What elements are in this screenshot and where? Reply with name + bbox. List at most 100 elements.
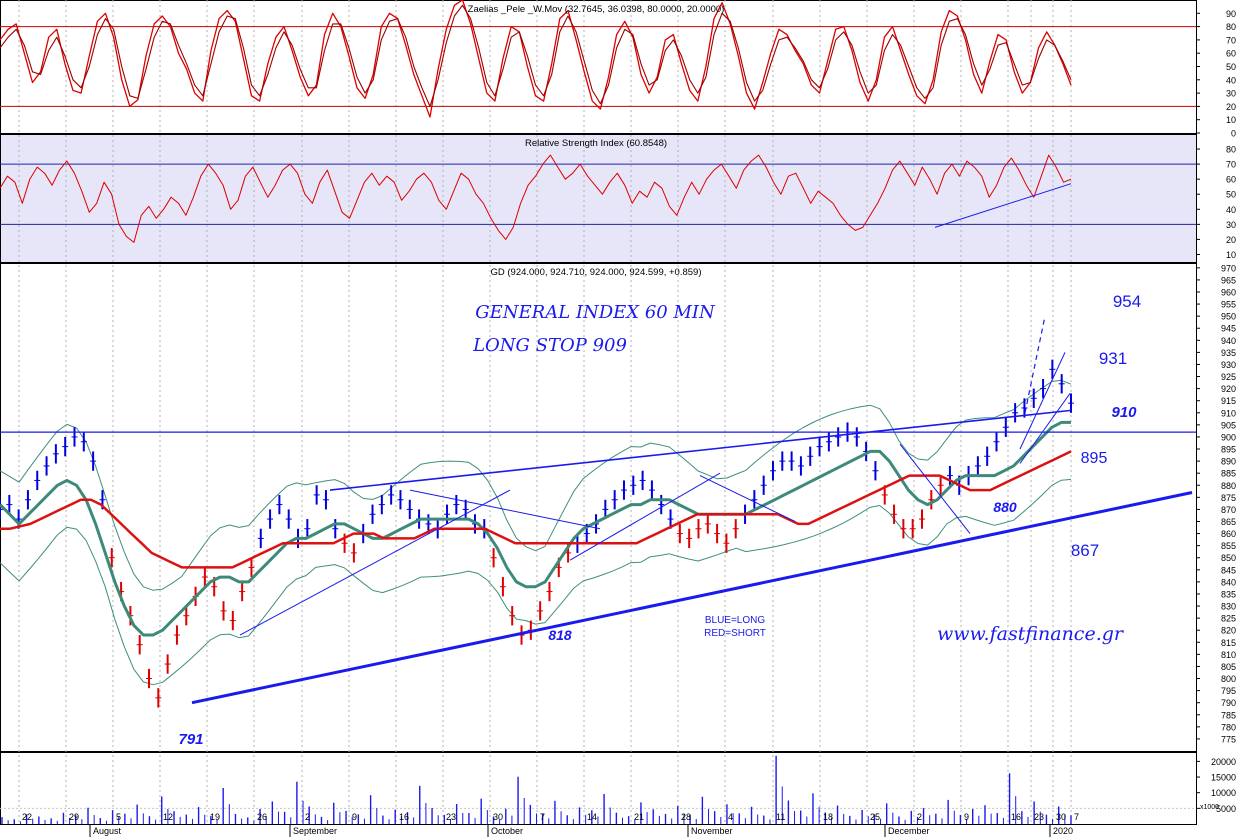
x-day-label: 4: [728, 812, 733, 822]
y-tick-label: 800: [1221, 674, 1236, 684]
x-month-label: September: [293, 826, 337, 836]
y-tick-label: 845: [1221, 565, 1236, 575]
y-tick-label: 50: [1226, 62, 1236, 72]
y-tick-label: 10: [1226, 115, 1236, 125]
x-day-label: 22: [22, 812, 32, 822]
y-tick-label: 965: [1221, 275, 1236, 285]
y-tick-label: 865: [1221, 517, 1236, 527]
y-tick-label: 60: [1226, 175, 1236, 185]
x-month-label: 2020: [1053, 826, 1073, 836]
x-day-label: 26: [257, 812, 267, 822]
y-tick-label: 930: [1221, 360, 1236, 370]
y-tick-label: 775: [1221, 734, 1236, 744]
stochastic-k-line: [0, 0, 1072, 118]
y-tick-label: 80: [1226, 145, 1236, 155]
x-day-label: 7: [540, 812, 545, 822]
x-month-label: August: [93, 826, 122, 836]
y-tick-label: 20: [1226, 235, 1236, 245]
trendline-falling-dec: [899, 443, 971, 534]
y-tick-label: 960: [1221, 287, 1236, 297]
y-tick-label: 830: [1221, 602, 1236, 612]
y-tick-label: 860: [1221, 529, 1236, 539]
moving-average-green: [0, 420, 1071, 637]
x-day-label: 11: [776, 812, 785, 822]
pane-title: Zaelias _Pele _W.Mov (32.7645, 36.0398, …: [468, 4, 725, 15]
y-tick-label: 920: [1221, 384, 1236, 394]
rsi-trendline: [934, 183, 1072, 228]
pane-title: Relative Strength Index (60.8548): [525, 138, 667, 149]
trendline-channel-upper: [1019, 352, 1066, 450]
annotation-910: 910: [1111, 404, 1137, 421]
y-tick-label: 10000: [1211, 788, 1236, 798]
annotation-880: 880: [993, 499, 1017, 515]
y-tick-label: 780: [1221, 722, 1236, 732]
y-tick-label: 40: [1226, 75, 1236, 85]
panel-frame: [0, 0, 1197, 134]
rsi-background: [0, 134, 1196, 262]
y-tick-label: 850: [1221, 553, 1236, 563]
y-tick-label: 870: [1221, 505, 1236, 515]
y-tick-label: 795: [1221, 686, 1236, 696]
panel-frame: [0, 134, 1197, 263]
legend-blue-long: BLUE=LONG: [705, 615, 766, 626]
y-tick-label: 70: [1226, 35, 1236, 45]
trendline-channel-lower: [1019, 393, 1071, 464]
y-tick-label: 15000: [1211, 773, 1236, 783]
annotation-931: 931: [1099, 349, 1127, 368]
y-tick-label: 950: [1221, 312, 1236, 322]
trendline-upper-channel: [329, 409, 1072, 491]
x-day-label: 9: [964, 812, 969, 822]
trendline-main-support: [191, 491, 1193, 705]
y-tick-label: 20000: [1211, 757, 1236, 767]
x-day-label: 30: [1056, 812, 1066, 822]
trendline-rising-short: [239, 489, 511, 636]
x-day-label: 16: [1011, 812, 1021, 822]
y-tick-label: 790: [1221, 698, 1236, 708]
y-tick-label: 50: [1226, 190, 1236, 200]
y-tick-label: 70: [1226, 160, 1236, 170]
x-day-label: 28: [681, 812, 691, 822]
annotation-954: 954: [1113, 292, 1141, 311]
y-tick-label: 880: [1221, 481, 1236, 491]
legend-red-short: RED=SHORT: [704, 628, 766, 639]
y-tick-label: 835: [1221, 589, 1236, 599]
moving-average-red: [0, 450, 1072, 569]
annotation-867: 867: [1071, 541, 1099, 560]
x-day-label: 18: [823, 812, 833, 822]
axes-layer: [0, 0, 1200, 837]
x-day-label: 30: [493, 812, 503, 822]
y-tick-label: 20: [1226, 102, 1236, 112]
y-tick-label: 910: [1221, 408, 1236, 418]
y-tick-label: 10: [1226, 250, 1236, 260]
y-tick-label: 30: [1226, 89, 1236, 99]
rsi-line: [0, 154, 1072, 243]
annotation-818: 818: [548, 627, 572, 643]
y-tick-label: 925: [1221, 372, 1236, 382]
bollinger-upper-band: [0, 379, 1072, 591]
y-tick-label: 80: [1226, 22, 1236, 32]
y-tick-label: 840: [1221, 577, 1236, 587]
y-tick-label: 5000: [1216, 804, 1236, 814]
x-month-label: December: [888, 826, 930, 836]
annotation-791: 791: [178, 731, 203, 748]
y-tick-label: 890: [1221, 457, 1236, 467]
data-layer: [0, 0, 1196, 824]
y-tick-label: 970: [1221, 263, 1236, 273]
x-day-label: 19: [210, 812, 220, 822]
y-tick-label: 815: [1221, 638, 1236, 648]
x-day-label: 23: [446, 812, 456, 822]
pane-title: GD (924.000, 924.710, 924.000, 924.599, …: [490, 267, 701, 278]
y-tick-label: 935: [1221, 348, 1236, 358]
x-day-label: 23: [1034, 812, 1044, 822]
x-month-label: November: [691, 826, 733, 836]
x-month-label: October: [491, 826, 523, 836]
y-tick-label: 0: [1231, 129, 1236, 139]
x-day-label: 12: [163, 812, 173, 822]
y-tick-label: 915: [1221, 396, 1236, 406]
y-tick-label: 60: [1226, 49, 1236, 59]
x-day-label: 29: [69, 812, 79, 822]
annotation-long-stop: LONG STOP 909: [472, 335, 627, 356]
y-tick-label: 940: [1221, 336, 1236, 346]
y-tick-label: 855: [1221, 541, 1236, 551]
